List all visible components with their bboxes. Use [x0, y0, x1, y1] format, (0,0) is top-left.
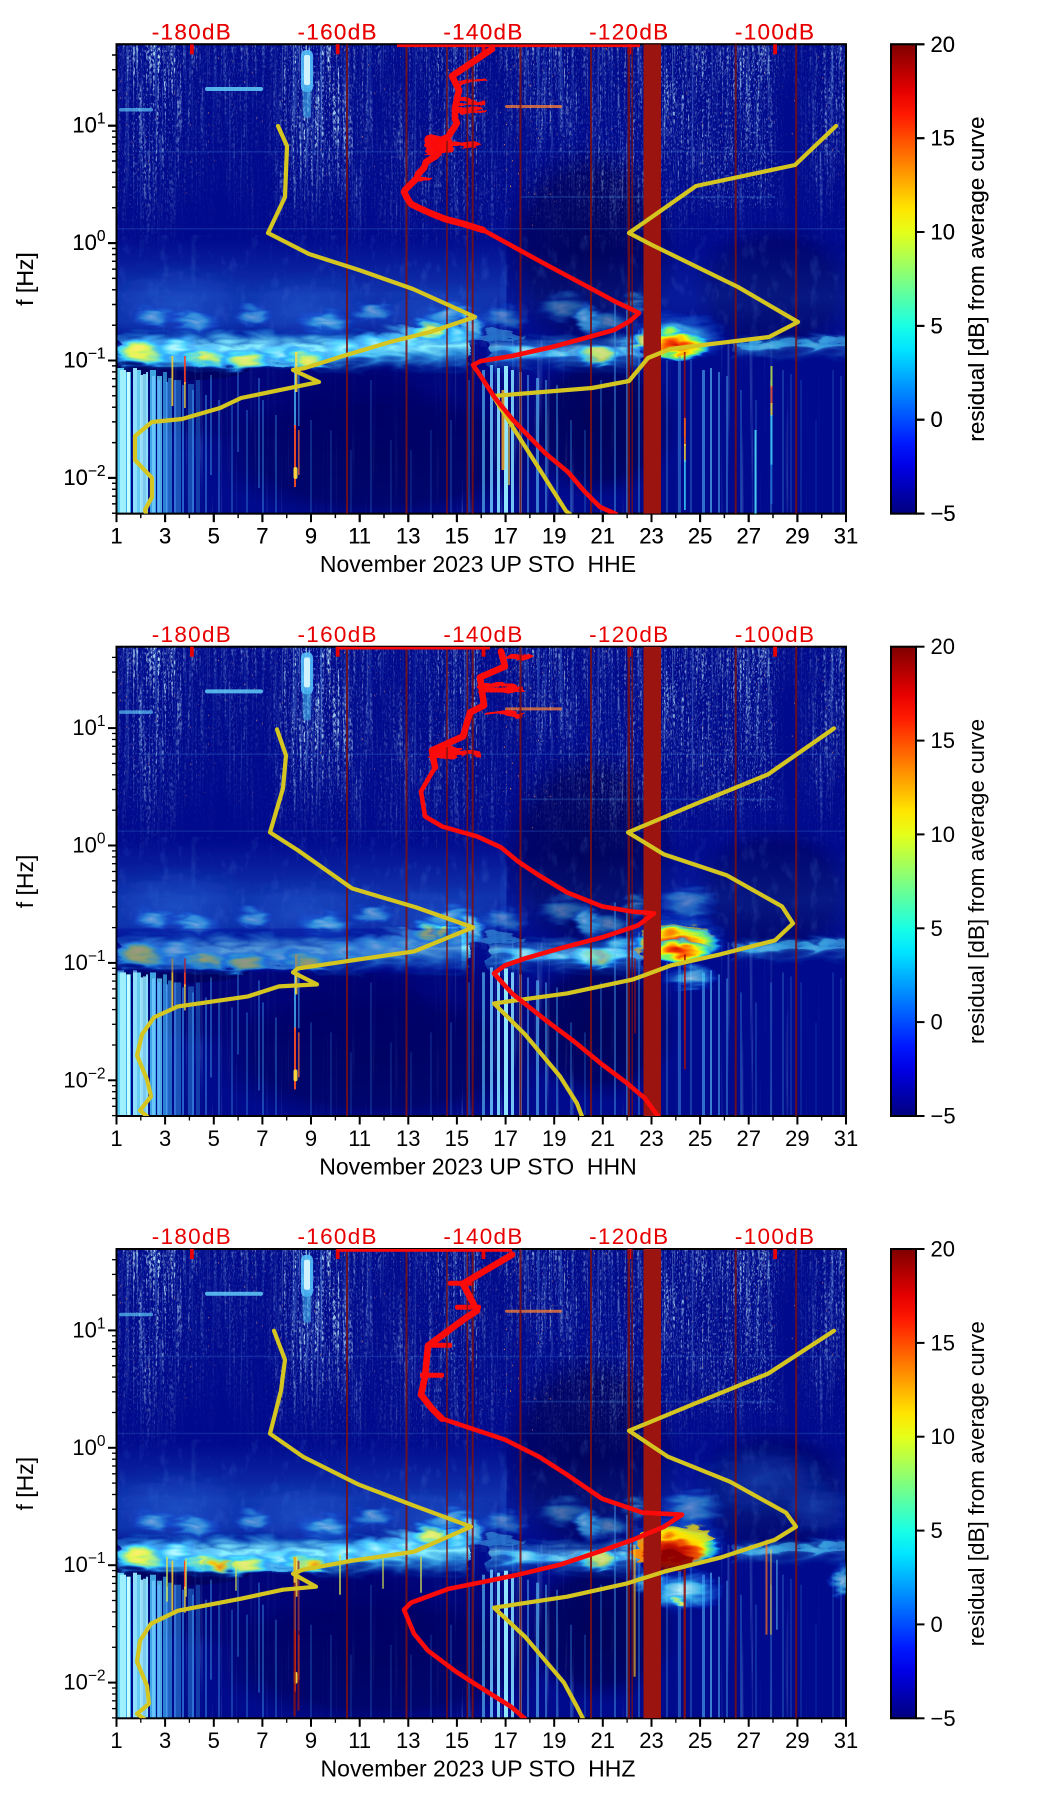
svg-text:November 2023 UP STO HHE: November 2023 UP STO HHE	[320, 551, 636, 577]
svg-text:November 2023 UP STO HHZ: November 2023 UP STO HHZ	[321, 1756, 636, 1782]
svg-text:November 2023 UP STO HHN: November 2023 UP STO HHN	[319, 1153, 636, 1179]
